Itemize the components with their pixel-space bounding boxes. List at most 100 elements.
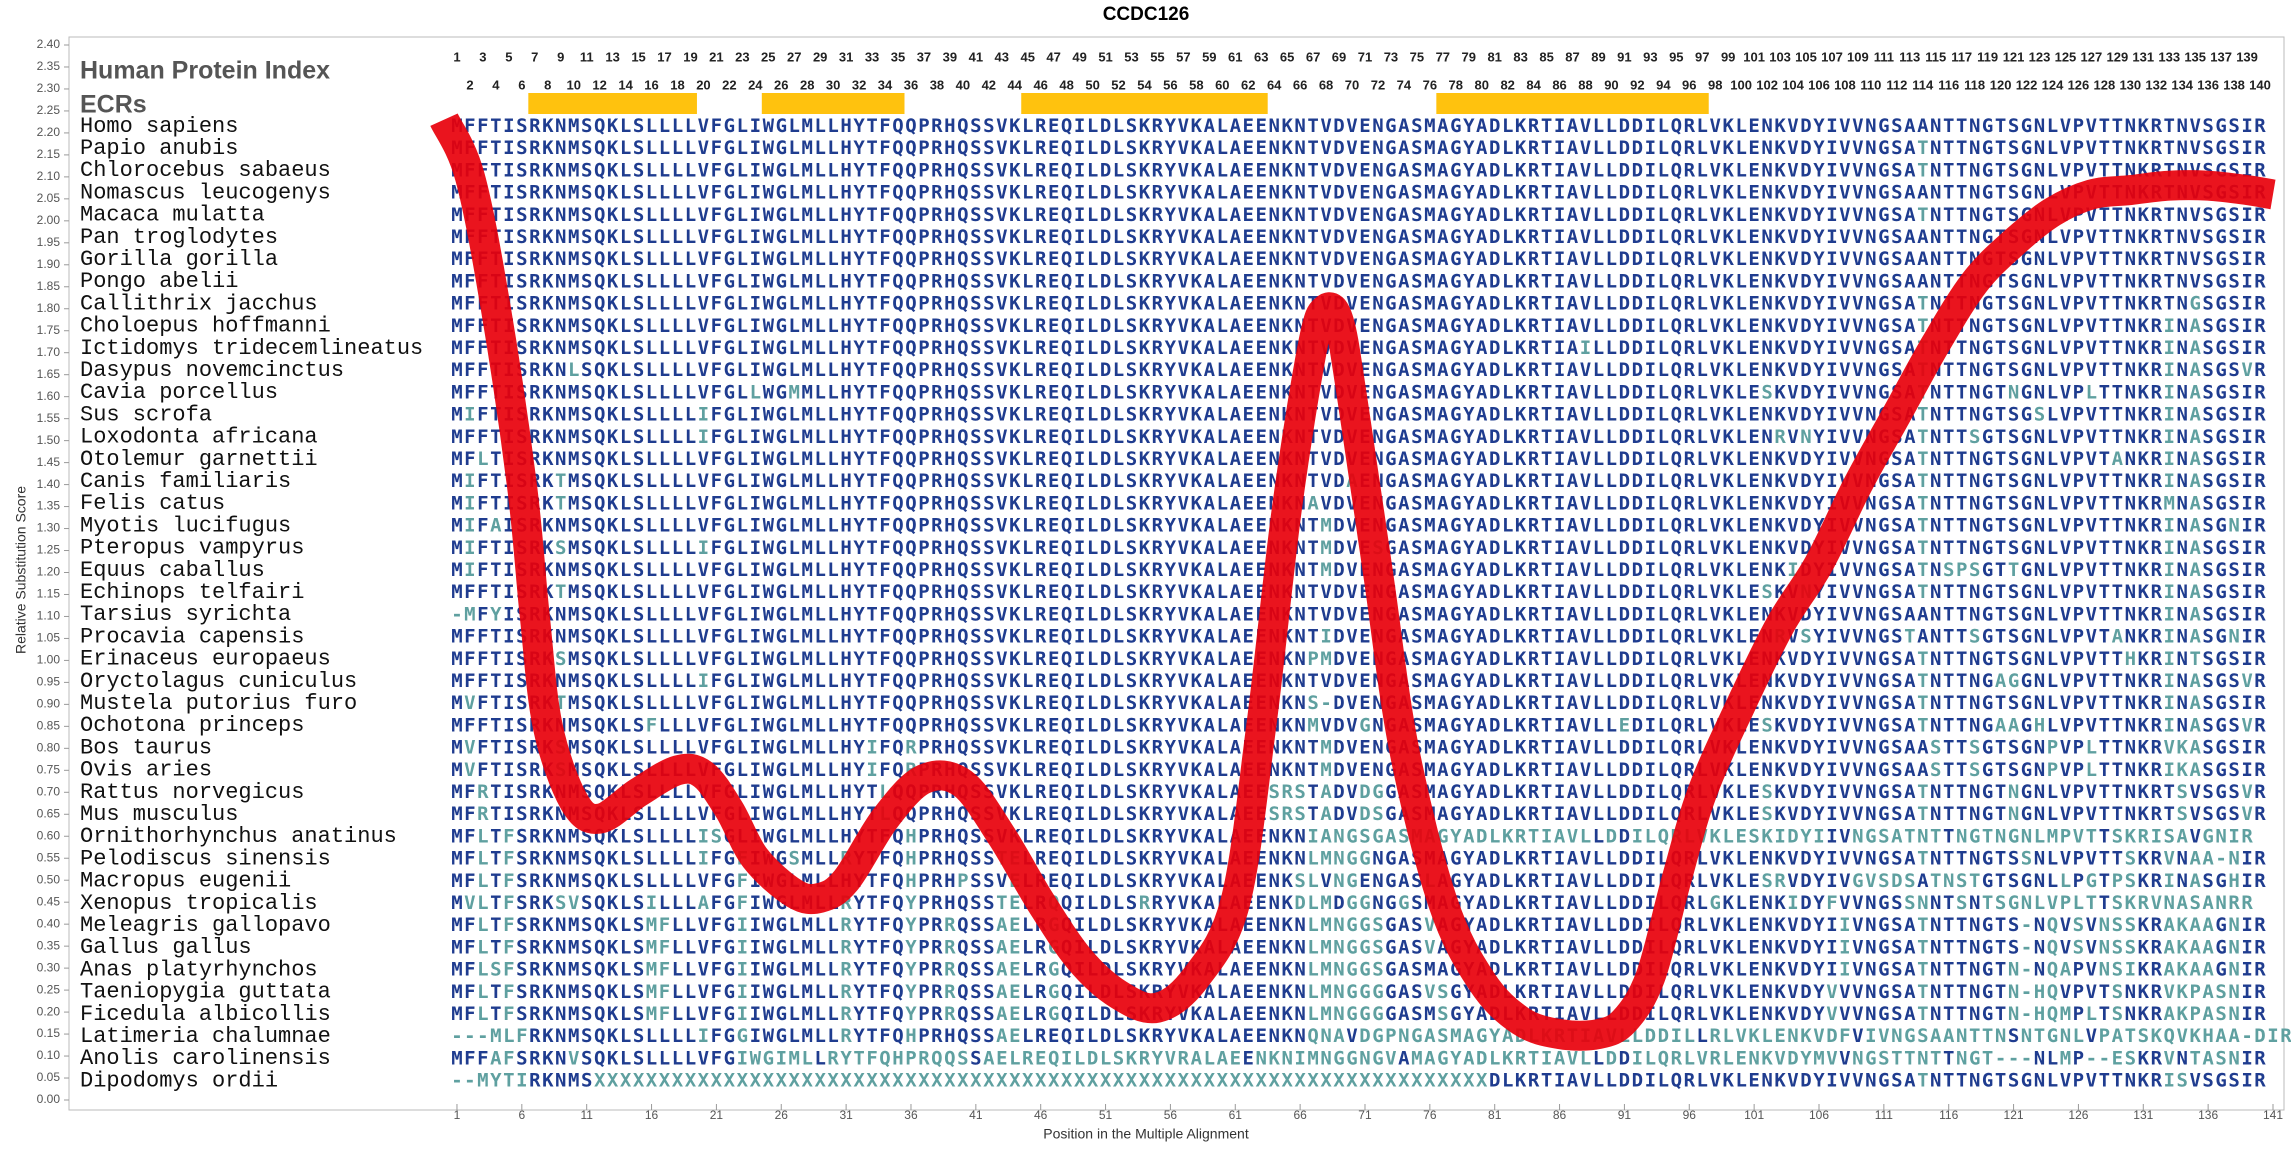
x-tick-label: 21	[710, 1108, 724, 1122]
index-number: 72	[1371, 77, 1385, 92]
index-number: 8	[544, 77, 551, 92]
index-number: 127	[2081, 49, 2103, 64]
plot-frame	[68, 36, 2285, 1111]
y-tick-label: 2.20	[37, 125, 61, 139]
sequence: MVLTFSRKSVSQKLSILLLAFGFIWGLMLLRYTFQYPRHQ…	[451, 892, 2253, 914]
index-number: 55	[1150, 49, 1164, 64]
index-number: 134	[2171, 77, 2193, 92]
index-number: 58	[1189, 77, 1203, 92]
sequence: MFFTISRKNMSQKLSLLLLVFGLIWGLMLLHYTFQQPRHQ…	[451, 625, 2266, 647]
x-tick-label: 46	[1034, 1108, 1048, 1122]
species-name: Pelodiscus sinensis	[80, 846, 331, 871]
index-number: 25	[761, 49, 775, 64]
sequence: MFFTISRKTMSQKLSLLLLVFGLIWGLMLLHYTFQQPRHQ…	[451, 581, 2266, 603]
y-tick-label: 2.25	[37, 103, 61, 117]
x-axis-label: Position in the Multiple Alignment	[1043, 1126, 1249, 1142]
index-number: 98	[1708, 77, 1722, 92]
index-number: 75	[1410, 49, 1424, 64]
index-number: 105	[1795, 49, 1817, 64]
species-name: Latimeria chalumnae	[80, 1024, 331, 1049]
index-number: 84	[1526, 77, 1541, 92]
index-number: 112	[1886, 77, 1907, 92]
y-tick-label: 2.15	[37, 147, 61, 161]
index-number: 92	[1630, 77, 1644, 92]
index-number: 22	[722, 77, 736, 92]
index-number: 27	[787, 49, 801, 64]
species-name: Mus musculus	[80, 802, 238, 827]
y-tick-label: 1.00	[37, 653, 61, 667]
species-name: Meleagris gallopavo	[80, 913, 331, 938]
index-number: 28	[800, 77, 814, 92]
x-tick-label: 81	[1488, 1108, 1502, 1122]
index-number: 49	[1072, 49, 1086, 64]
sequence: MVFTISRKTMSQKLSLLLLVFGLIWGLMLLHYTFQQPRHQ…	[451, 692, 2266, 714]
index-number: 128	[2094, 77, 2116, 92]
x-tick-label: 56	[1164, 1108, 1178, 1122]
y-tick-label: 0.65	[37, 806, 61, 820]
sequence: MFFTISRKNMSQKLSLLLLVFGLIWGLMLLHYTFQQPRHQ…	[451, 181, 2266, 203]
index-number: 45	[1020, 49, 1034, 64]
index-number: 41	[969, 49, 983, 64]
x-tick-label: 1	[454, 1108, 461, 1122]
index-number: 19	[683, 49, 697, 64]
y-tick-label: 1.95	[37, 235, 61, 249]
y-tick-label: 1.20	[37, 565, 61, 579]
index-label: Human Protein Index	[80, 57, 330, 85]
index-number: 101	[1743, 49, 1765, 64]
sequence: MFFTISRKNMSQKLSLLLLIFGLIWGLMLLHYTFQQPRHQ…	[451, 670, 2266, 692]
index-number: 138	[2223, 77, 2245, 92]
y-tick-label: 2.00	[37, 213, 61, 227]
species-name: Anas platyrhynchos	[80, 957, 318, 982]
index-number: 59	[1202, 49, 1216, 64]
index-number: 78	[1449, 77, 1463, 92]
sequence: MIFTISRKNMSQKLSLLLLVFGLIWGLMLLHYTFQQPRHQ…	[451, 559, 2266, 581]
species-name: Xenopus tropicalis	[80, 891, 318, 916]
species-name: Canis familiaris	[80, 469, 291, 494]
species-name: Macaca mulatta	[80, 203, 265, 228]
y-tick-label: 1.35	[37, 499, 61, 513]
index-number: 120	[1990, 77, 2012, 92]
species-name: Macropus eugenii	[80, 869, 291, 894]
index-number: 136	[2197, 77, 2219, 92]
index-number: 116	[1938, 77, 1959, 92]
sequence: MFFTISRKNMSQKLSFLLLVFGLIWGLMLLHYTFQQPRHQ…	[451, 714, 2266, 736]
index-number: 106	[1808, 77, 1830, 92]
x-tick-label: 76	[1423, 1108, 1437, 1122]
x-tick-label: 61	[1229, 1108, 1243, 1122]
x-tick-label: 96	[1683, 1108, 1697, 1122]
index-number: 118	[1964, 77, 1985, 92]
index-number: 132	[2145, 77, 2167, 92]
index-number: 93	[1643, 49, 1657, 64]
index-number: 23	[735, 49, 749, 64]
sequence: MVFTISRKSMSQKLSLLLLVFGLIWGLMLLHYIFQRPRHQ…	[451, 736, 2266, 758]
index-number: 79	[1462, 49, 1476, 64]
index-number: 110	[1860, 77, 1881, 92]
index-number: 129	[2106, 49, 2128, 64]
x-tick-label: 101	[1744, 1108, 1764, 1122]
index-number: 89	[1591, 49, 1605, 64]
y-tick-label: 0.10	[37, 1048, 61, 1062]
y-tick-label: 0.85	[37, 719, 61, 733]
y-tick-label: 0.00	[37, 1092, 61, 1106]
sequence: MIFTISRKSMSQKLSLLLLIFGLIWGLMLLHYTFQQPRHQ…	[451, 536, 2266, 558]
index-number: 82	[1500, 77, 1514, 92]
y-tick-label: 1.70	[37, 345, 61, 359]
y-tick-label: 1.80	[37, 301, 61, 315]
index-number: 60	[1215, 77, 1229, 92]
sequence: MFFTISRKNMSQKLSLLLLVFGLIWGLMLLHYTFQQPRHQ…	[451, 159, 2266, 181]
species-name: Tarsius syrichta	[80, 602, 291, 627]
index-number: 86	[1552, 77, 1566, 92]
y-tick-label: 1.85	[37, 279, 61, 293]
sequence: MFFTISRKNMSQKLSLLLLVFGLIWGLMLLHYTFQQPRHQ…	[451, 270, 2266, 292]
x-tick-label: 121	[2004, 1108, 2024, 1122]
index-number: 57	[1176, 49, 1190, 64]
sequence: MFFTISRKNMSQKLSLLLLVFGLIWGLMLLHYTFQQPRHQ…	[451, 203, 2266, 225]
y-tick-label: 1.65	[37, 367, 61, 381]
index-number: 17	[657, 49, 671, 64]
index-number: 34	[878, 77, 893, 92]
x-tick-label: 71	[1358, 1108, 1372, 1122]
index-number: 99	[1721, 49, 1735, 64]
index-number: 114	[1912, 77, 1934, 92]
species-name: Homo sapiens	[80, 114, 238, 139]
y-tick-label: 2.35	[37, 59, 61, 73]
